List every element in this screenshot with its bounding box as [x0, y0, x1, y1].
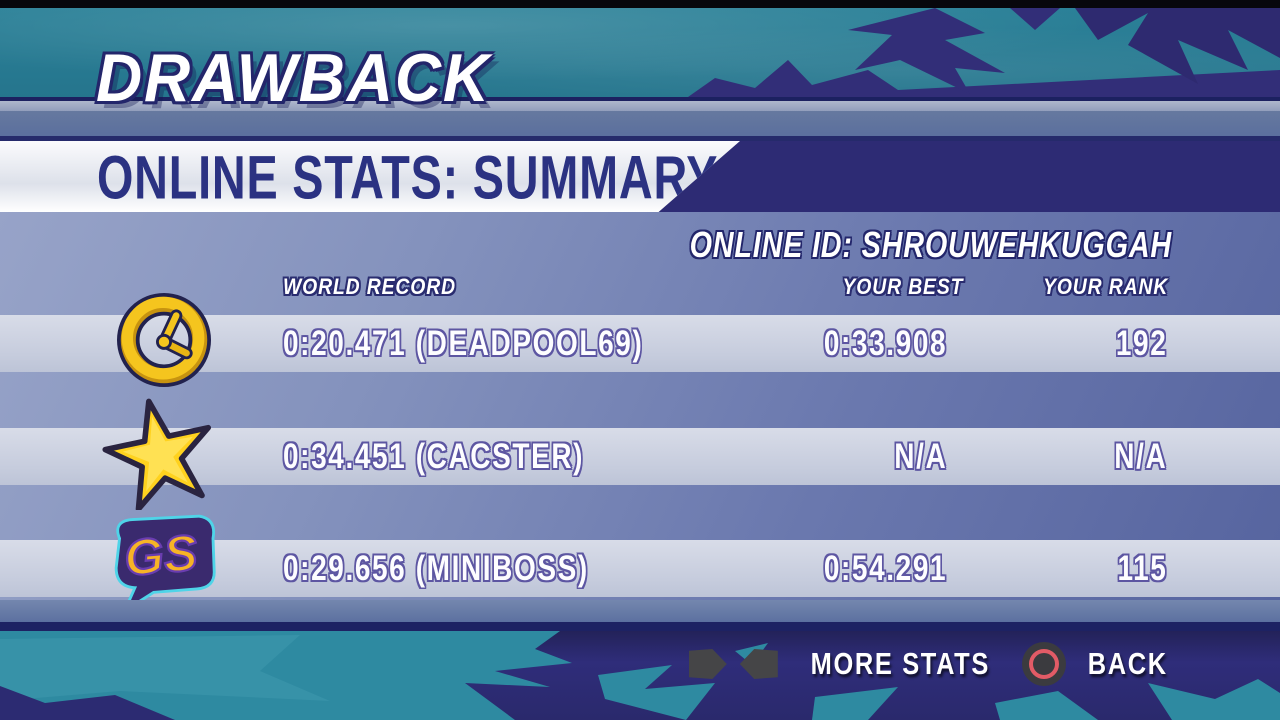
world-record-value: 0:20.471 (DEADPOOL69) [283, 324, 644, 363]
clock-icon [117, 293, 211, 387]
your-best-value: 0:33.908 [823, 324, 947, 363]
table-row: 0:20.471 (DEADPOOL69) 0:33.908 192 [0, 315, 1280, 372]
footer-band-slate [0, 600, 1280, 622]
divider-line [0, 97, 1280, 101]
jagged-shard-pattern [0, 631, 1280, 720]
online-id: ONLINE ID: SHROUWEHKUGGAH [690, 224, 1172, 266]
your-best-value: 0:54.291 [823, 549, 947, 588]
column-header-world-record: WORLD RECORD [283, 274, 456, 299]
jagged-arrow-pattern [688, 8, 1280, 97]
online-id-label: ONLINE ID: [689, 224, 853, 265]
world-record-value: 0:29.656 (MINIBOSS) [283, 549, 589, 588]
divider-band-light [0, 101, 1280, 111]
your-best-value: N/A [893, 437, 947, 476]
page-title-banner: ONLINE STATS: SUMMARY [0, 141, 740, 212]
star-icon [102, 398, 212, 510]
stats-panel: ONLINE ID: SHROUWEHKUGGAH WORLD RECORD Y… [0, 212, 1280, 607]
more-stats-label[interactable]: MORE STATS [810, 646, 990, 681]
gs-logo-text: GS [122, 523, 200, 586]
circle-button-icon[interactable] [1022, 642, 1067, 686]
gs-logo-icon: GS [114, 514, 216, 607]
footer-band: MORE STATS BACK [0, 631, 1280, 720]
your-rank-value: N/A [1113, 437, 1167, 476]
page-title: ONLINE STATS: SUMMARY [97, 143, 719, 212]
your-rank-value: 115 [1117, 549, 1167, 588]
track-title: DRAWBACK [96, 40, 491, 116]
column-header-your-best: YOUR BEST [842, 274, 963, 299]
column-header-your-rank: YOUR RANK [1042, 274, 1168, 299]
top-header-band [0, 8, 1280, 97]
top-letterbox-bar [0, 0, 1280, 8]
footer-controls: MORE STATS BACK [688, 641, 1177, 687]
table-row: 0:34.451 (CACSTER) N/A N/A [0, 428, 1280, 485]
pad-left-icon[interactable] [739, 649, 778, 679]
footer-divider-line [0, 622, 1280, 631]
world-record-value: 0:34.451 (CACSTER) [283, 437, 585, 476]
your-rank-value: 192 [1115, 324, 1167, 363]
back-label[interactable]: BACK [1088, 646, 1169, 681]
pad-right-icon[interactable] [688, 649, 727, 679]
online-id-value: SHROUWEHKUGGAH [861, 224, 1172, 265]
divider-line [0, 136, 1280, 141]
divider-band-slate [0, 111, 1280, 136]
